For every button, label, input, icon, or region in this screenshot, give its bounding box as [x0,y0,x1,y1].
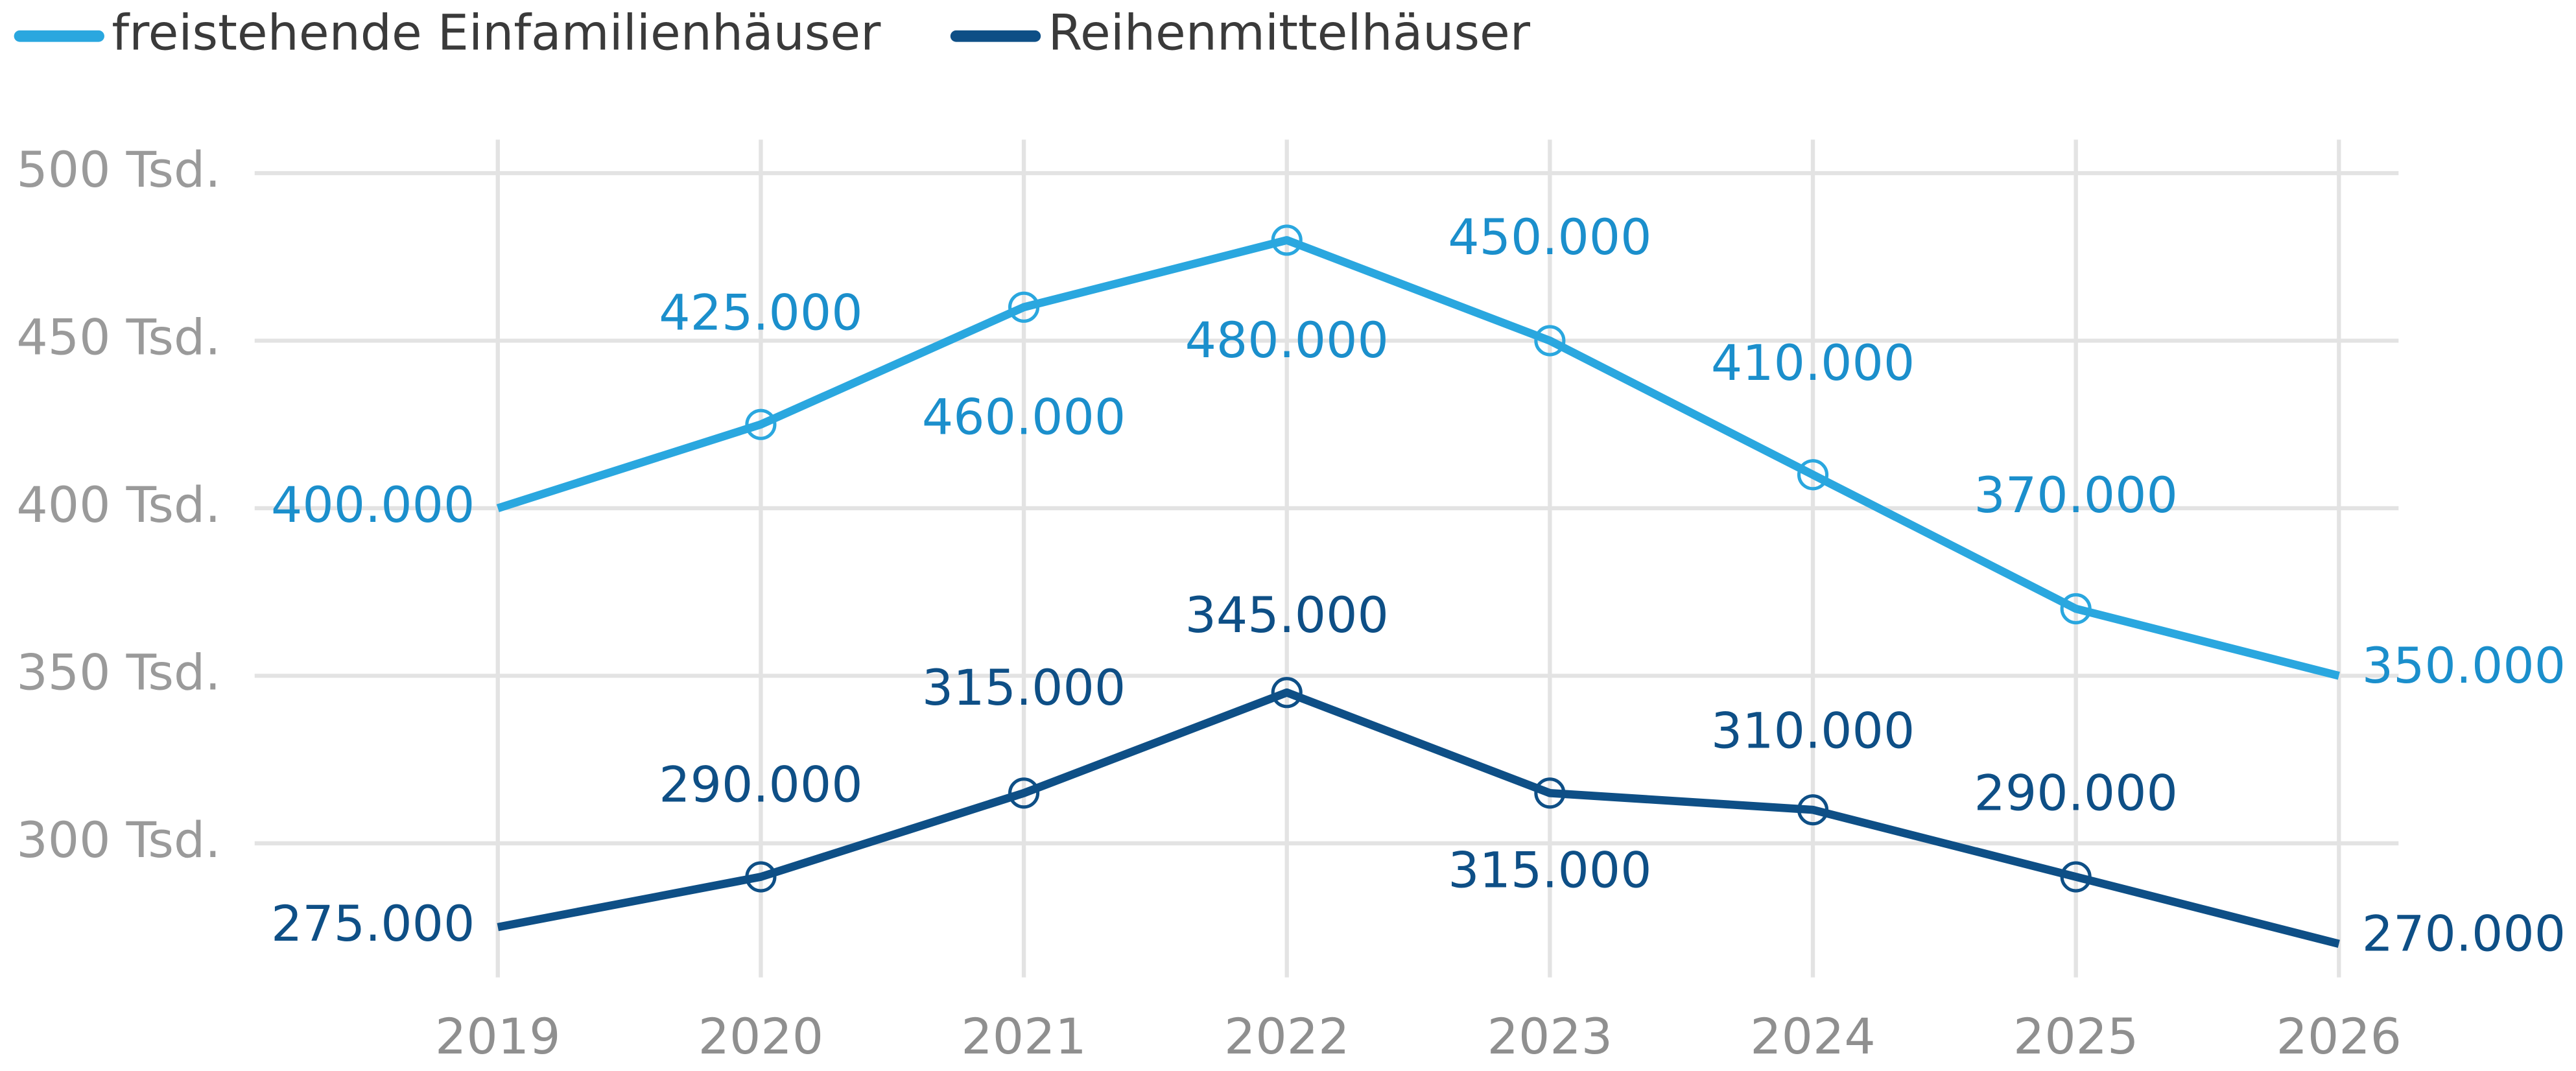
point-marker [1271,677,1303,709]
data-label: 310.000 [1711,702,1915,760]
y-tick-label: 450 Tsd. [16,308,220,366]
x-tick-label: 2022 [1224,1007,1349,1065]
point-marker [1008,291,1040,323]
legend-label: freistehende Einfamilienhäuser [112,4,881,62]
x-tick-label: 2023 [1487,1007,1613,1065]
data-label: 450.000 [1448,208,1651,266]
data-label: 290.000 [1974,764,2178,821]
legend-label: Reihenmittelhäuser [1048,4,1531,62]
point-marker [2060,593,2092,625]
x-tick-label: 2026 [2276,1007,2402,1065]
data-label: 425.000 [659,283,862,341]
data-label: 480.000 [1185,311,1389,369]
point-marker [1534,777,1566,809]
point-marker [1797,459,1829,491]
y-tick-label: 500 Tsd. [16,141,220,198]
x-tick-label: 2025 [2013,1007,2138,1065]
data-label: 290.000 [659,756,862,814]
point-marker [1534,325,1566,357]
data-label: 275.000 [271,895,475,952]
x-tick-label: 2020 [698,1007,823,1065]
point-marker [2060,861,2092,893]
point-marker [1271,224,1303,256]
data-label: 400.000 [271,476,475,534]
x-tick-label: 2019 [435,1007,560,1065]
point-marker [745,861,777,893]
data-label: 270.000 [2362,905,2566,963]
point-marker [1797,794,1829,826]
data-label: 410.000 [1711,334,1915,392]
data-label: 370.000 [1974,466,2178,524]
series-line [497,688,2340,948]
x-tick-label: 2021 [961,1007,1086,1065]
data-label: 315.000 [922,659,1126,716]
y-tick-label: 350 Tsd. [16,643,220,701]
y-tick-label: 300 Tsd. [16,811,220,869]
data-label: 350.000 [2362,637,2566,694]
data-label: 345.000 [1185,586,1389,644]
data-label: 315.000 [1448,841,1651,899]
point-marker [745,408,777,440]
y-tick-label: 400 Tsd. [16,476,220,534]
series-line [496,236,2340,680]
data-label: 460.000 [922,388,1126,446]
point-marker [1008,777,1040,809]
x-tick-label: 2024 [1750,1007,1875,1065]
